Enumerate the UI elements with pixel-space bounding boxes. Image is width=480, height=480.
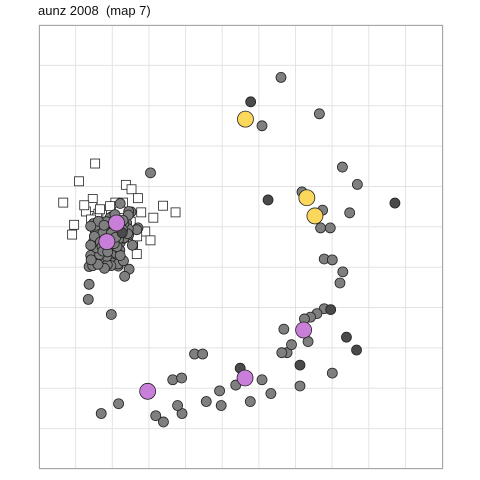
gray-point (197, 348, 209, 360)
gray-point (200, 396, 212, 407)
gray-point (158, 416, 169, 428)
dark-point (294, 359, 306, 371)
gray-point (176, 372, 188, 384)
gray-point (85, 254, 97, 266)
gray-point (326, 367, 338, 379)
gray-point (215, 400, 227, 411)
square-point (67, 229, 78, 240)
plot-panel-border (39, 25, 443, 469)
purple-point (98, 233, 116, 251)
square-point (74, 176, 84, 187)
gray-point (276, 347, 288, 359)
dark-point (351, 344, 362, 356)
gray-point (85, 220, 97, 232)
purple-point (108, 214, 125, 232)
dark-point (389, 197, 401, 209)
gray-point (105, 309, 117, 320)
square-point (90, 158, 101, 169)
gray-point (324, 222, 336, 234)
gray-point (315, 222, 326, 234)
gray-point (85, 239, 97, 251)
gray-point (214, 385, 225, 397)
square-point (69, 219, 80, 230)
gray-point (337, 161, 348, 173)
yellow-point (306, 207, 324, 225)
dark-point (245, 96, 257, 108)
square-point (105, 201, 116, 212)
gray-point (95, 408, 107, 419)
gray-point (265, 388, 277, 399)
gray-point (244, 396, 256, 407)
gray-point (278, 323, 290, 335)
gray-point (294, 380, 306, 392)
dark-point (325, 304, 337, 316)
gray-point (83, 278, 95, 290)
square-point (58, 197, 69, 208)
gray-point (145, 167, 156, 179)
purple-point (236, 369, 254, 387)
gray-point (313, 108, 325, 120)
chart-title: aunz 2008 (map 7) (38, 3, 151, 18)
gray-point (82, 293, 94, 305)
gray-point (172, 400, 183, 411)
square-point (133, 193, 143, 204)
yellow-point (298, 189, 316, 207)
square-point (95, 204, 105, 215)
gray-point (119, 270, 131, 282)
data-points (58, 71, 401, 428)
dark-point (262, 194, 274, 206)
gray-point (275, 71, 287, 83)
gray-point (113, 398, 124, 410)
square-point (158, 200, 168, 211)
gray-point (351, 178, 363, 190)
gray-point (337, 266, 349, 278)
gray-point (126, 239, 138, 251)
square-point (148, 212, 159, 223)
gray-point (344, 207, 356, 219)
square-point (126, 184, 137, 195)
purple-point (139, 382, 157, 400)
dark-point (341, 331, 352, 343)
yellow-point (237, 110, 254, 128)
square-point (131, 249, 142, 260)
gray-point (98, 219, 110, 231)
purple-point (295, 321, 313, 339)
square-point (136, 207, 147, 218)
gray-point (326, 254, 338, 266)
gray-point (256, 374, 268, 386)
gray-point (334, 277, 346, 289)
square-point (170, 207, 181, 218)
gray-point (114, 198, 126, 209)
gray-point (286, 339, 297, 351)
gray-point (256, 120, 268, 132)
gray-point (167, 374, 179, 386)
square-point (79, 200, 90, 211)
square-point (145, 235, 156, 246)
gray-point (150, 410, 162, 422)
